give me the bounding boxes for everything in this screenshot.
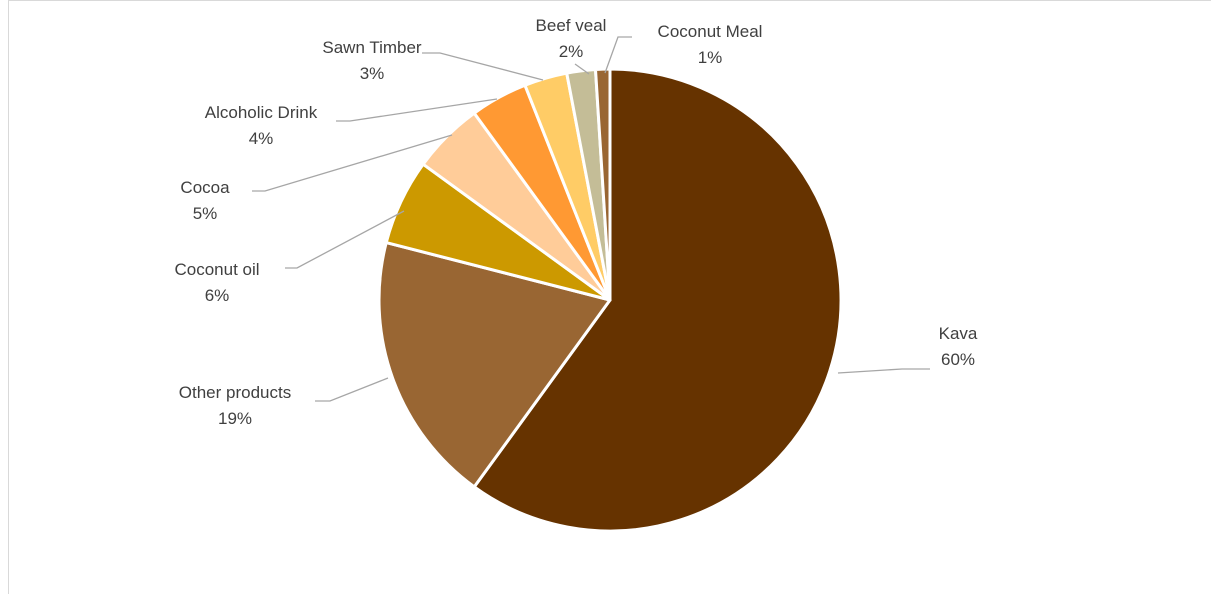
label-name-other-products: Other products <box>179 383 291 402</box>
chart-area <box>8 0 1211 594</box>
label-name-cocoa: Cocoa <box>180 178 230 197</box>
leader-line-coconut-meal <box>604 36 632 74</box>
label-percent-cocoa: 5% <box>193 204 218 223</box>
leader-line-kava <box>837 368 930 374</box>
pie-slice-other-products <box>377 241 612 489</box>
label-percent-coconut-oil: 6% <box>205 286 230 305</box>
label-name-alcoholic-drink: Alcoholic Drink <box>205 103 318 122</box>
leader-line-beef-veal <box>574 63 590 75</box>
label-percent-beef-veal: 2% <box>559 42 584 61</box>
pie-slices <box>377 67 843 533</box>
pie-slice-kava <box>472 67 843 533</box>
leader-line-coconut-oil <box>285 210 405 269</box>
leader-line-other-products <box>315 377 389 402</box>
leader-lines <box>252 36 930 402</box>
data-labels: Kava 60% Other products 19% Coconut oil 6% Coc… <box>174 16 977 428</box>
label-name-coconut-oil: Coconut oil <box>174 260 259 279</box>
leader-line-cocoa <box>252 134 453 192</box>
label-name-sawn-timber: Sawn Timber <box>322 38 422 57</box>
label-percent-kava: 60% <box>941 350 975 369</box>
label-name-beef-veal: Beef veal <box>536 16 607 35</box>
leader-line-sawn-timber <box>422 52 544 81</box>
pie-slice-coconut-meal <box>594 67 612 302</box>
label-percent-other-products: 19% <box>218 409 252 428</box>
label-percent-alcoholic-drink: 4% <box>249 129 274 148</box>
label-name-coconut-meal: Coconut Meal <box>658 22 763 41</box>
leader-line-alcoholic-drink <box>336 98 498 122</box>
label-percent-sawn-timber: 3% <box>360 64 385 83</box>
label-name-kava: Kava <box>939 324 978 343</box>
label-percent-coconut-meal: 1% <box>698 48 723 67</box>
